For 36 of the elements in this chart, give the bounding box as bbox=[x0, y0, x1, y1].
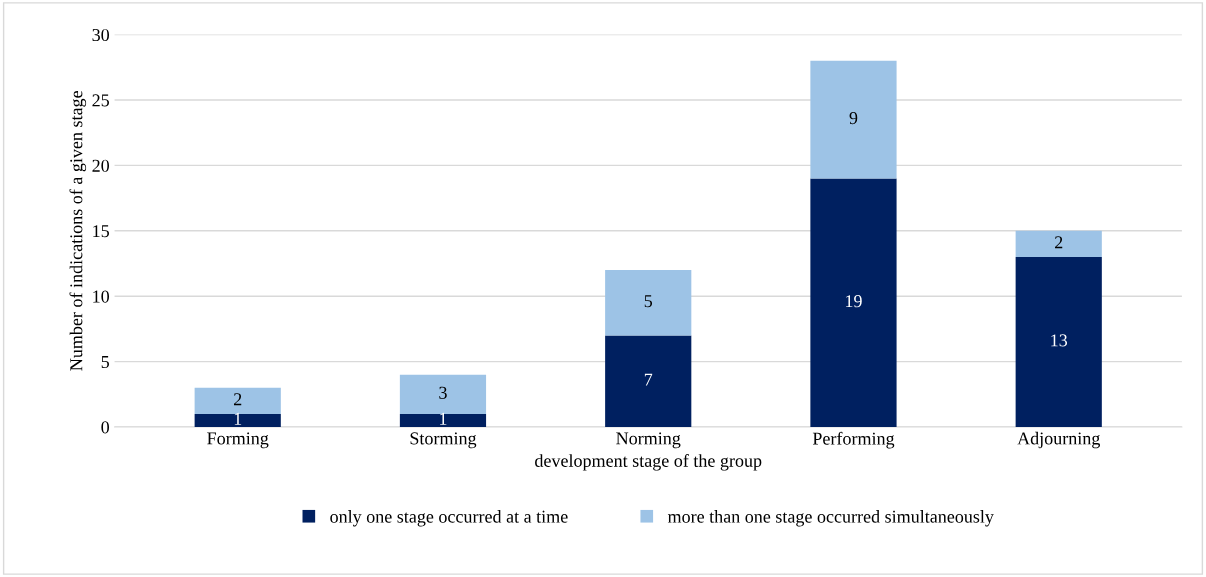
x-tick-label: Adjourning bbox=[1017, 431, 1101, 449]
y-tick-label: 5 bbox=[101, 356, 109, 369]
bar bbox=[810, 178, 897, 427]
y-tick-label: 10 bbox=[93, 290, 110, 303]
y-tick-label: 15 bbox=[93, 225, 109, 238]
bar bbox=[1015, 230, 1102, 257]
x-tick-label: Performing bbox=[812, 431, 895, 449]
bar bbox=[1015, 256, 1102, 427]
data-label: 9 bbox=[849, 112, 858, 125]
bar bbox=[810, 60, 897, 179]
data-label: 13 bbox=[1051, 334, 1068, 347]
y-tick-label: 0 bbox=[101, 421, 110, 434]
data-label: 7 bbox=[644, 373, 653, 386]
bar bbox=[605, 335, 692, 427]
legend-label: only one stage occurred at a time bbox=[330, 510, 568, 527]
legend-label: more than one stage occurred simultaneously bbox=[667, 510, 994, 527]
y-tick-label: 20 bbox=[92, 159, 110, 172]
bar bbox=[605, 270, 692, 336]
bar bbox=[194, 413, 281, 427]
data-label: 2 bbox=[234, 393, 242, 406]
data-label: 3 bbox=[439, 386, 447, 399]
bar bbox=[194, 387, 281, 414]
data-label: 2 bbox=[1055, 236, 1063, 249]
data-label: 19 bbox=[846, 295, 862, 308]
y-axis-title: Number of indications of a given stage bbox=[69, 91, 87, 371]
x-axis-title: development stage of the group bbox=[535, 454, 762, 471]
x-tick-label: Norming bbox=[616, 432, 681, 449]
x-tick-label: Forming bbox=[207, 432, 269, 449]
y-tick-label: 25 bbox=[92, 94, 109, 107]
data-label: 1 bbox=[440, 412, 447, 425]
x-tick-label: Storming bbox=[410, 432, 477, 449]
y-tick-label: 30 bbox=[92, 28, 110, 42]
bar bbox=[399, 413, 487, 427]
data-label: 1 bbox=[234, 412, 242, 425]
data-label: 5 bbox=[644, 295, 653, 308]
bar bbox=[399, 374, 487, 414]
